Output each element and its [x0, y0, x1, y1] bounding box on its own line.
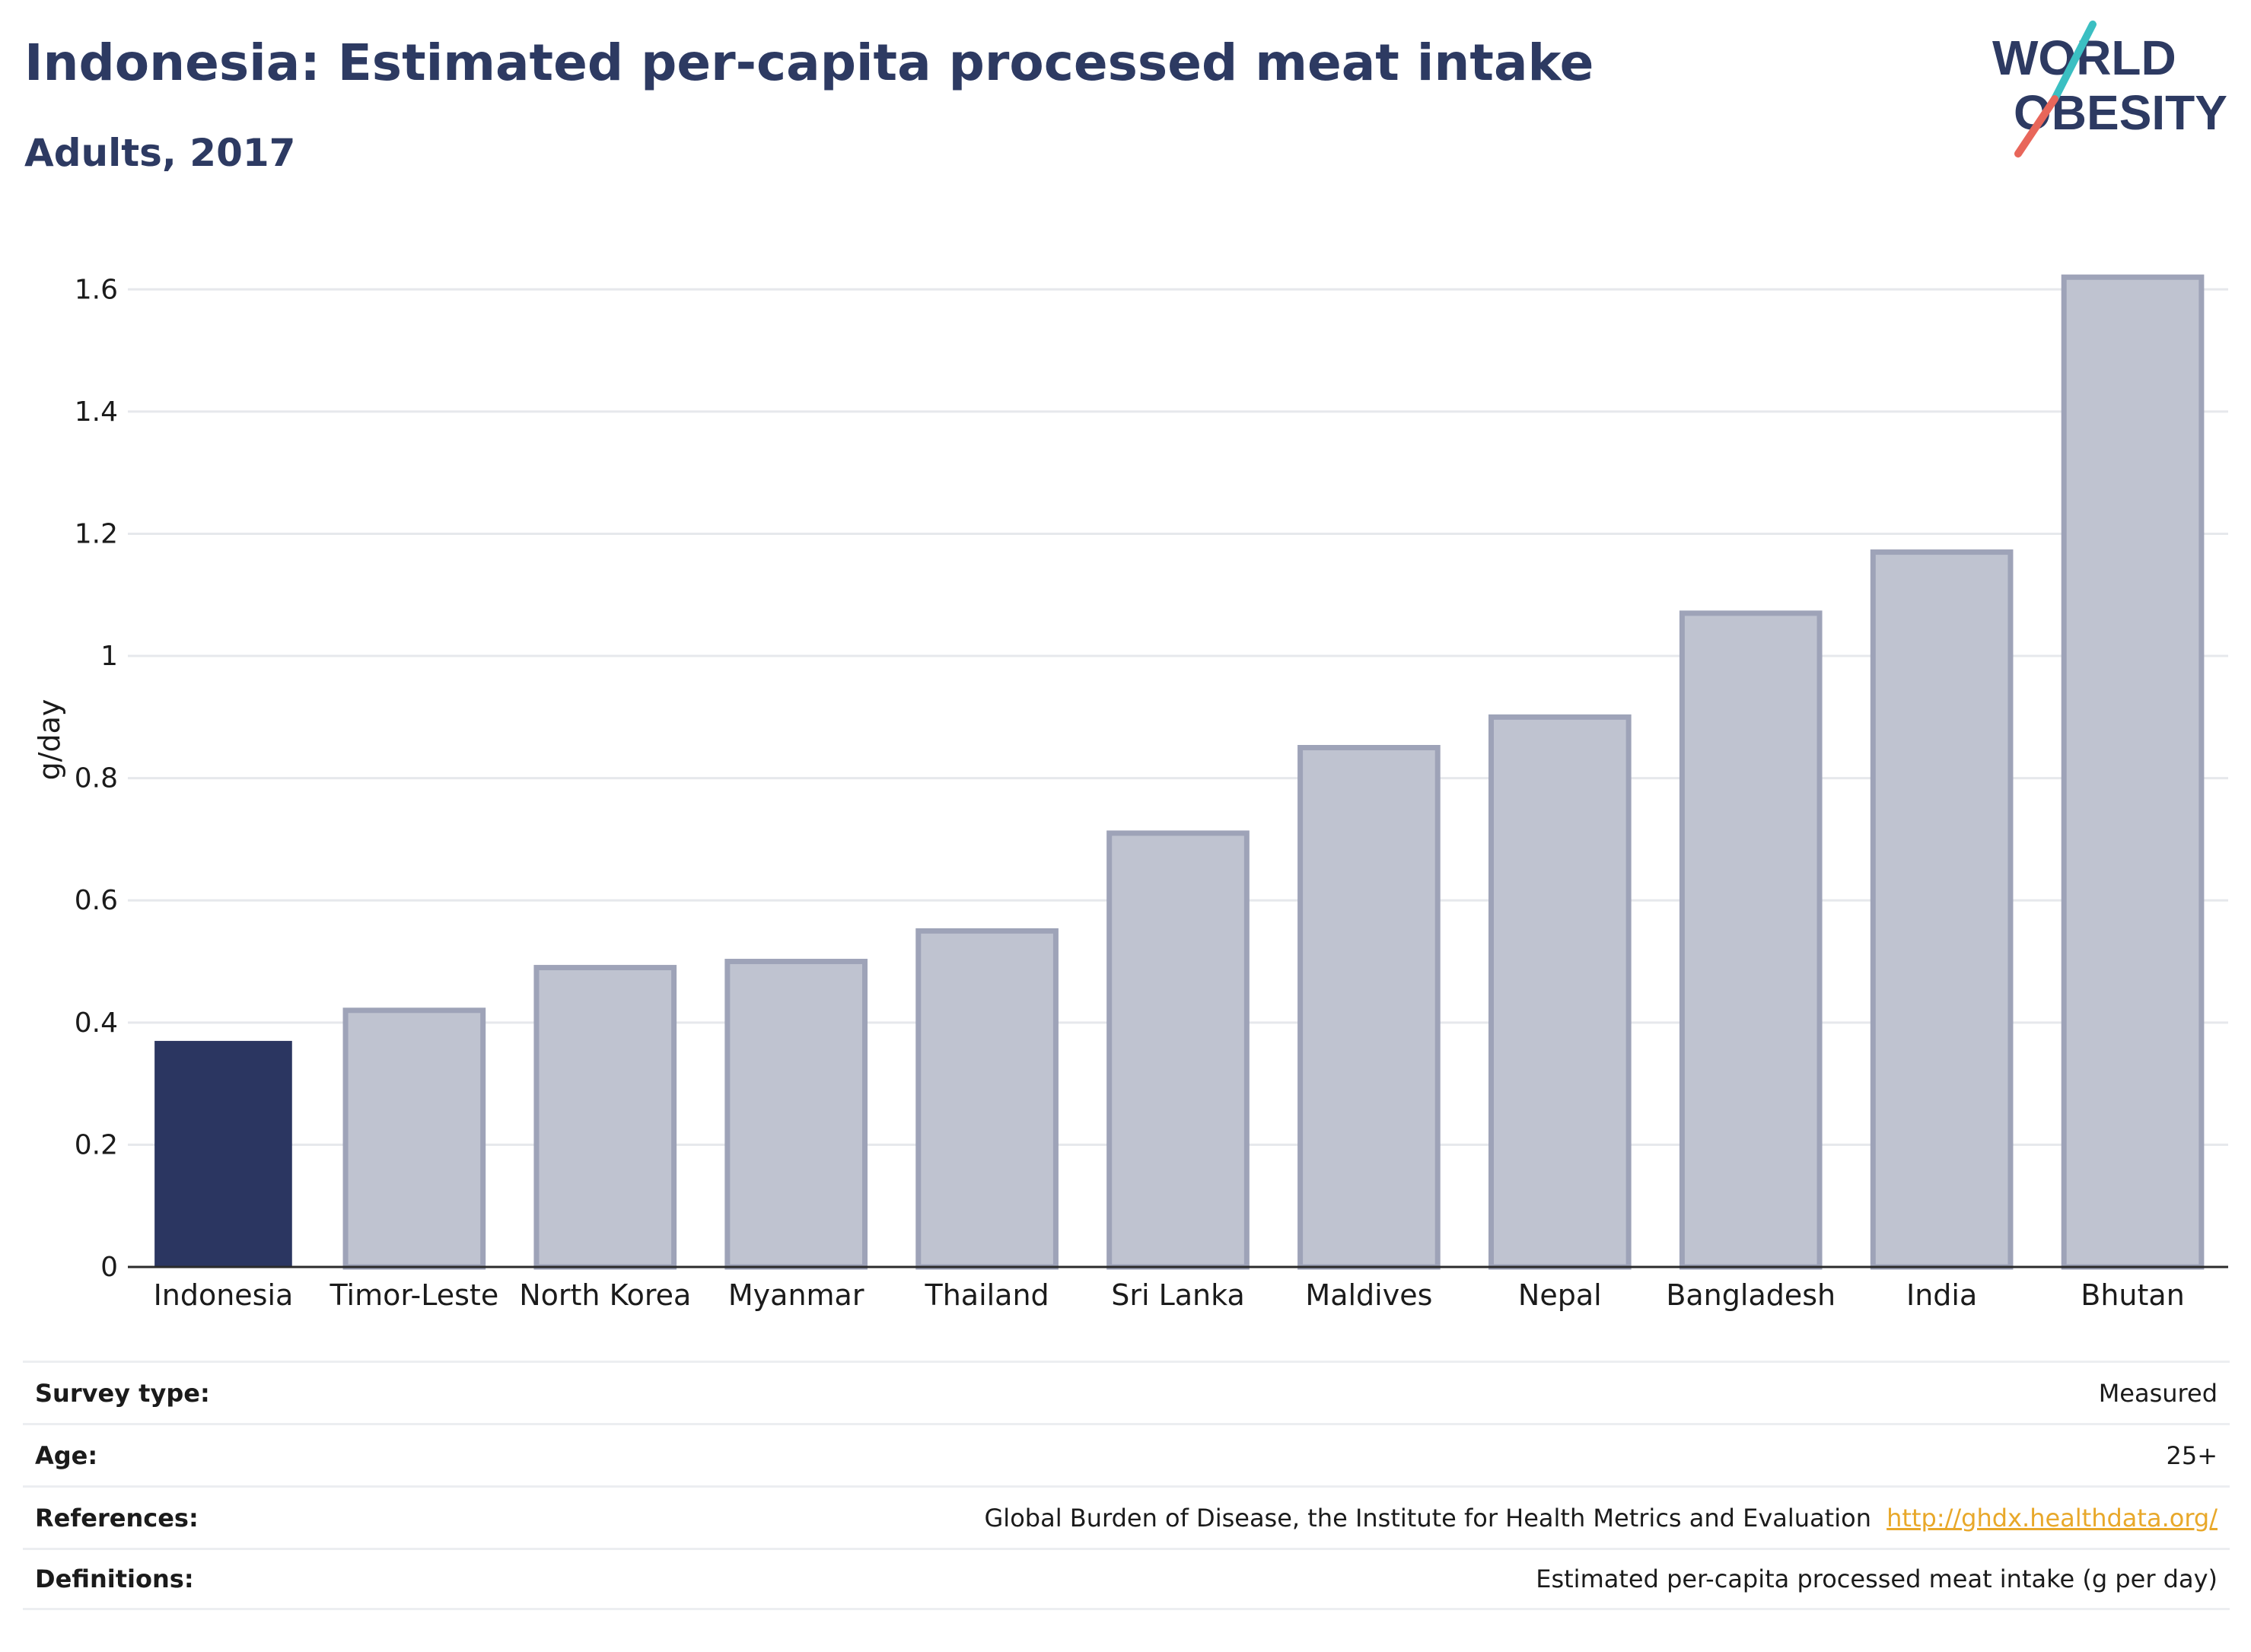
info-key: Survey type: [35, 1378, 210, 1408]
bar-myanmar [724, 959, 868, 1270]
y-tick-label: 0.6 [75, 885, 118, 916]
y-axis-title: g/day [33, 699, 66, 781]
x-tick-label: Maldives [1305, 1278, 1432, 1312]
chart-title: Indonesia: Estimated per-capita processe… [24, 33, 1594, 92]
x-tick-label: Sri Lanka [1111, 1278, 1245, 1312]
y-tick-label: 1.2 [75, 518, 118, 549]
y-tick-label: 1.4 [75, 396, 118, 428]
bar-bangladesh [1679, 610, 1823, 1270]
x-tick-label: Thailand [924, 1278, 1049, 1312]
x-tick-label: Indonesia [154, 1278, 294, 1312]
info-row-survey-type: Survey type: Measured [23, 1361, 2230, 1423]
logo-slash-bottom [2014, 95, 2058, 158]
y-tick-label: 1.6 [75, 274, 118, 305]
info-value-wrap: Global Burden of Disease, the Institute … [985, 1504, 2218, 1533]
bar-maldives [1297, 745, 1441, 1270]
bar-north-korea [533, 965, 677, 1270]
bar-thailand [915, 928, 1059, 1270]
x-tick-label: Myanmar [728, 1278, 864, 1312]
info-row-references: References: Global Burden of Disease, th… [23, 1485, 2230, 1548]
bar-chart: 0 0.2 0.4 0.6 0.8 1 1.2 1.4 1.6 Indonesia Timor-Le… [33, 274, 2228, 1312]
info-table: Survey type: Measured Age: 25+ Reference… [23, 1361, 2230, 1610]
info-key: References: [35, 1503, 199, 1533]
bar-nepal [1488, 714, 1632, 1270]
logo-slash-top [2051, 21, 2097, 103]
info-value: Estimated per-capita processed meat inta… [1536, 1564, 2218, 1593]
x-tick-label: North Korea [519, 1278, 691, 1312]
reference-link[interactable]: http://ghdx.healthdata.org/ [1886, 1503, 2218, 1533]
info-key: Definitions: [35, 1564, 194, 1593]
x-tick-label: Bangladesh [1666, 1278, 1836, 1312]
info-row-definitions: Definitions: Estimated per-capita proces… [23, 1548, 2230, 1610]
x-tick-label: Timor-Leste [329, 1278, 498, 1312]
info-value: Global Burden of Disease, the Institute … [984, 1503, 1871, 1533]
chart-subtitle: Adults, 2017 [24, 131, 296, 175]
x-tick-label: Nepal [1518, 1278, 1602, 1312]
bar-timor-leste [342, 1007, 486, 1270]
bar-indonesia [154, 1040, 292, 1267]
y-tick-label: 0 [100, 1252, 118, 1283]
x-tick-label: Bhutan [2081, 1278, 2185, 1312]
y-tick-label: 0.8 [75, 763, 118, 794]
info-row-age: Age: 25+ [23, 1423, 2230, 1485]
world-obesity-logo: WORLD OBESITY [1992, 21, 2227, 158]
info-key: Age: [35, 1440, 98, 1470]
info-value: Measured [2098, 1378, 2218, 1408]
y-tick-label: 0.2 [75, 1129, 118, 1160]
bar-bhutan [2061, 274, 2205, 1270]
y-tick-label: 1 [100, 641, 118, 672]
bar-india [1870, 549, 2014, 1270]
info-value: 25+ [2166, 1440, 2218, 1470]
x-tick-label: India [1906, 1278, 1977, 1312]
bars [154, 274, 2205, 1270]
y-tick-label: 0.4 [75, 1007, 118, 1039]
axes: 0 0.2 0.4 0.6 0.8 1 1.2 1.4 1.6 Indonesia Timor-Le… [75, 274, 2228, 1312]
bar-sri-lanka [1106, 830, 1250, 1270]
